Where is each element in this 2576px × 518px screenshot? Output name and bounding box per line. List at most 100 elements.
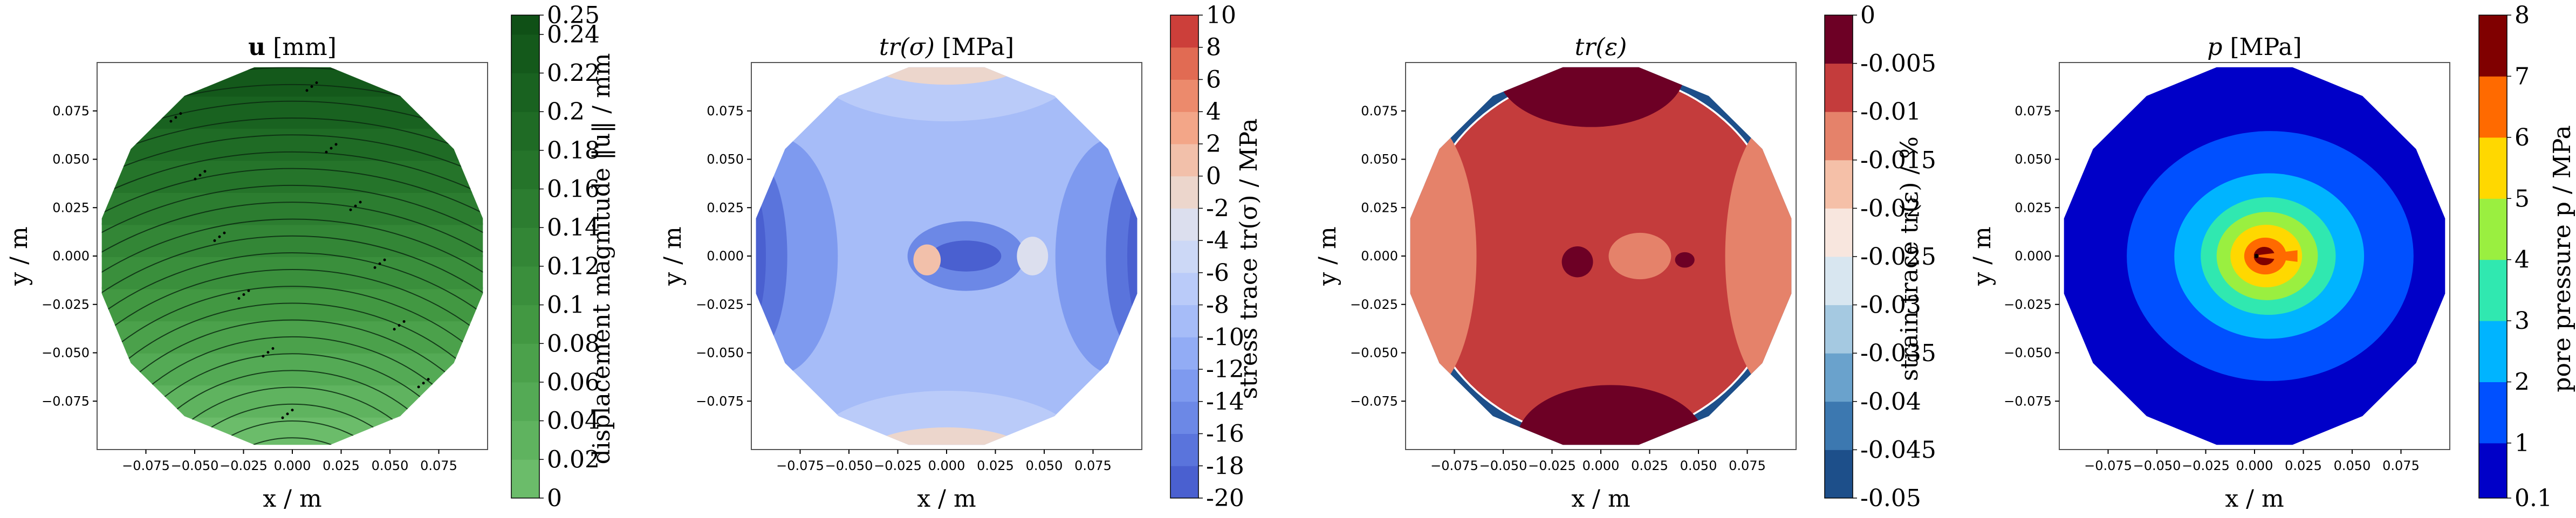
contour-region — [913, 244, 941, 275]
streamline-arrow — [179, 112, 182, 115]
x-tick-label: 0.000 — [2236, 458, 2273, 473]
y-tick-label: −0.075 — [696, 393, 744, 409]
x-tick-labels: −0.075 −0.050 −0.025 0.000 0.025 0.050 0.075 — [776, 450, 1112, 473]
y-tick-label: 0.000 — [2015, 248, 2052, 264]
streamline-arrow — [330, 147, 333, 150]
streamline — [101, 202, 483, 445]
streamline-arrow — [422, 382, 425, 385]
colorbar-segment — [2479, 382, 2507, 444]
colorbar-tick-label: -0.04 — [1860, 388, 1921, 416]
colorbar-tick-label: -12 — [1206, 356, 1244, 383]
colorbar-segment — [2479, 321, 2507, 383]
x-axis-label: x / m — [917, 485, 976, 513]
colorbar-tick-label: -10 — [1206, 323, 1244, 351]
y-tick-label: 0.025 — [52, 200, 90, 215]
contour-band — [101, 158, 483, 193]
streamline — [101, 302, 483, 445]
y-tick-label: 0.025 — [2015, 200, 2052, 215]
colorbar-segment — [1170, 466, 1198, 499]
x-tick-label: −0.025 — [220, 458, 268, 473]
x-tick-label: 0.025 — [323, 458, 360, 473]
contour-region — [810, 67, 1083, 121]
contour-region — [1127, 183, 1138, 329]
y-tick-label: 0.075 — [52, 103, 90, 119]
colorbar-tick-label: -0.02 — [1860, 195, 1921, 222]
colorbar-tick-label: -0.01 — [1860, 98, 1921, 126]
contour-background — [1417, 74, 1785, 438]
colorbar-segment — [1825, 353, 1853, 402]
streamline-arrow — [281, 416, 284, 419]
streamline-arrow — [378, 262, 381, 265]
colorbar-segment — [1170, 240, 1198, 273]
y-tick-label: 0.025 — [707, 200, 744, 215]
streamline-arrow — [417, 385, 420, 389]
x-tick-label: 0.075 — [1729, 458, 1766, 473]
x-axis-label: x / m — [1571, 485, 1630, 513]
plot-title: tr(σ) [MPa] — [879, 33, 1014, 61]
streamline-arrow — [194, 177, 197, 181]
contour-region — [931, 240, 1002, 272]
colorbar-segment — [1825, 257, 1853, 306]
y-tick-label: −0.025 — [696, 297, 744, 312]
colorbar-segment — [1825, 112, 1853, 161]
plot-title: u [mm] — [248, 33, 337, 61]
streamline — [101, 319, 483, 445]
contour-region — [1771, 308, 1792, 416]
contour-field — [2064, 67, 2445, 445]
x-tick-label: 0.025 — [1631, 458, 1668, 473]
x-tick-label: −0.075 — [2084, 458, 2132, 473]
colorbar-tick-label: -0.005 — [1860, 50, 1936, 78]
streamline-arrow — [150, 443, 153, 445]
colorbar-tick-label: -6 — [1206, 259, 1229, 287]
colorbar: 0 -0.005 -0.01 -0.015 -0.02 -0.025 -0.03 -0.035… — [1824, 2, 1936, 512]
colorbar-tick-label: 8 — [1206, 34, 1221, 61]
streamline-arrow — [218, 235, 221, 238]
colorbar-segment — [2479, 15, 2507, 77]
y-tick-label: 0.050 — [707, 152, 744, 167]
contour-band — [101, 223, 483, 257]
contour-region — [1725, 117, 1792, 395]
streamline-arrow — [291, 409, 294, 412]
colorbar-tick-label: 0.1 — [547, 292, 585, 319]
x-tick-label: −0.050 — [825, 458, 873, 473]
streamline-arrow — [266, 351, 270, 354]
colorbar-segment — [1825, 160, 1853, 209]
colorbar-segment — [511, 420, 539, 460]
colorbar-tick-label: 4 — [2515, 246, 2530, 274]
colorbar-segment — [511, 34, 539, 74]
colorbar-segment — [1825, 450, 1853, 499]
colorbar-tick-label: 2 — [1206, 130, 1221, 158]
streamline-arrow — [169, 120, 173, 123]
y-tick-label: −0.025 — [1350, 297, 1398, 312]
y-tick-labels: 0.075 0.050 0.025 0.000 −0.025 −0.050 −0.075 — [1350, 103, 1406, 409]
streamline — [101, 353, 483, 445]
colorbar-tick-label: 0 — [1860, 2, 1875, 29]
colorbar-tick-label: 0.04 — [547, 408, 600, 435]
streamline-arrow — [262, 355, 265, 358]
streamline-arrow — [155, 439, 158, 443]
contour-region — [1017, 237, 1049, 275]
colorbar-tick-label: 3 — [2515, 307, 2530, 335]
x-tick-label: 0.050 — [372, 458, 409, 473]
x-axis-label: x / m — [2225, 485, 2284, 513]
colorbar-tick-label: -4 — [1206, 227, 1229, 254]
colorbar-frame — [511, 15, 540, 499]
streamlines — [101, 67, 483, 445]
colorbar-tick-label: 0.14 — [547, 214, 600, 241]
colorbar-frame — [2478, 15, 2508, 499]
panel-pore-pressure: p [MPa] −0.075 −0.050 −0.025 0.000 0.025 0.05… — [1969, 2, 2576, 513]
colorbar-tick-label: 0.24 — [547, 21, 600, 49]
plot-title: tr(ε) — [1575, 33, 1627, 61]
x-tick-label: 0.025 — [977, 458, 1014, 473]
x-tick-label: −0.075 — [122, 458, 170, 473]
x-tick-labels: −0.075 −0.050 −0.025 0.000 0.025 0.050 0.075 — [2084, 450, 2420, 473]
streamline — [149, 403, 436, 445]
colorbar-segment — [511, 382, 539, 422]
panel-stress-trace: tr(σ) [MPa] −0.075 −0.050 −0.025 0.000 0.025… — [659, 2, 1263, 513]
contour-region — [810, 391, 1083, 445]
streamline-arrow — [393, 328, 396, 331]
x-tick-labels: −0.075 −0.050 −0.025 0.000 0.025 0.050 0.075 — [122, 450, 457, 473]
y-tick-label: 0.000 — [1361, 248, 1398, 264]
y-tick-label: 0.075 — [1361, 103, 1398, 119]
streamline-arrow — [271, 347, 275, 350]
